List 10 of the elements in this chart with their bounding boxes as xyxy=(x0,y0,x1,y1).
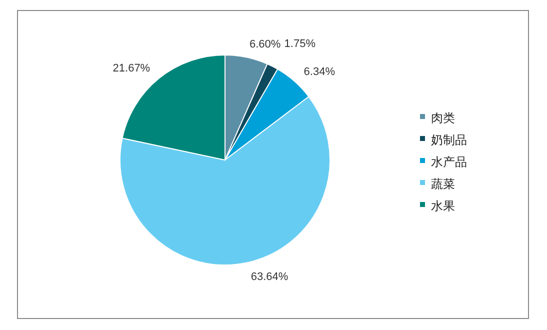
legend-label: 奶制品 xyxy=(431,133,467,147)
legend-label: 水产品 xyxy=(431,155,467,169)
data-label: 6.34% xyxy=(304,66,336,78)
data-label: 63.64% xyxy=(250,271,288,284)
legend-label: 蔬菜 xyxy=(431,177,455,191)
data-label: 6.60% xyxy=(250,38,281,51)
legend-label: 肉类 xyxy=(431,111,455,125)
data-label: 1.75% xyxy=(284,38,316,50)
data-label: 21.67% xyxy=(112,62,150,75)
legend-label: 水果 xyxy=(431,199,455,213)
